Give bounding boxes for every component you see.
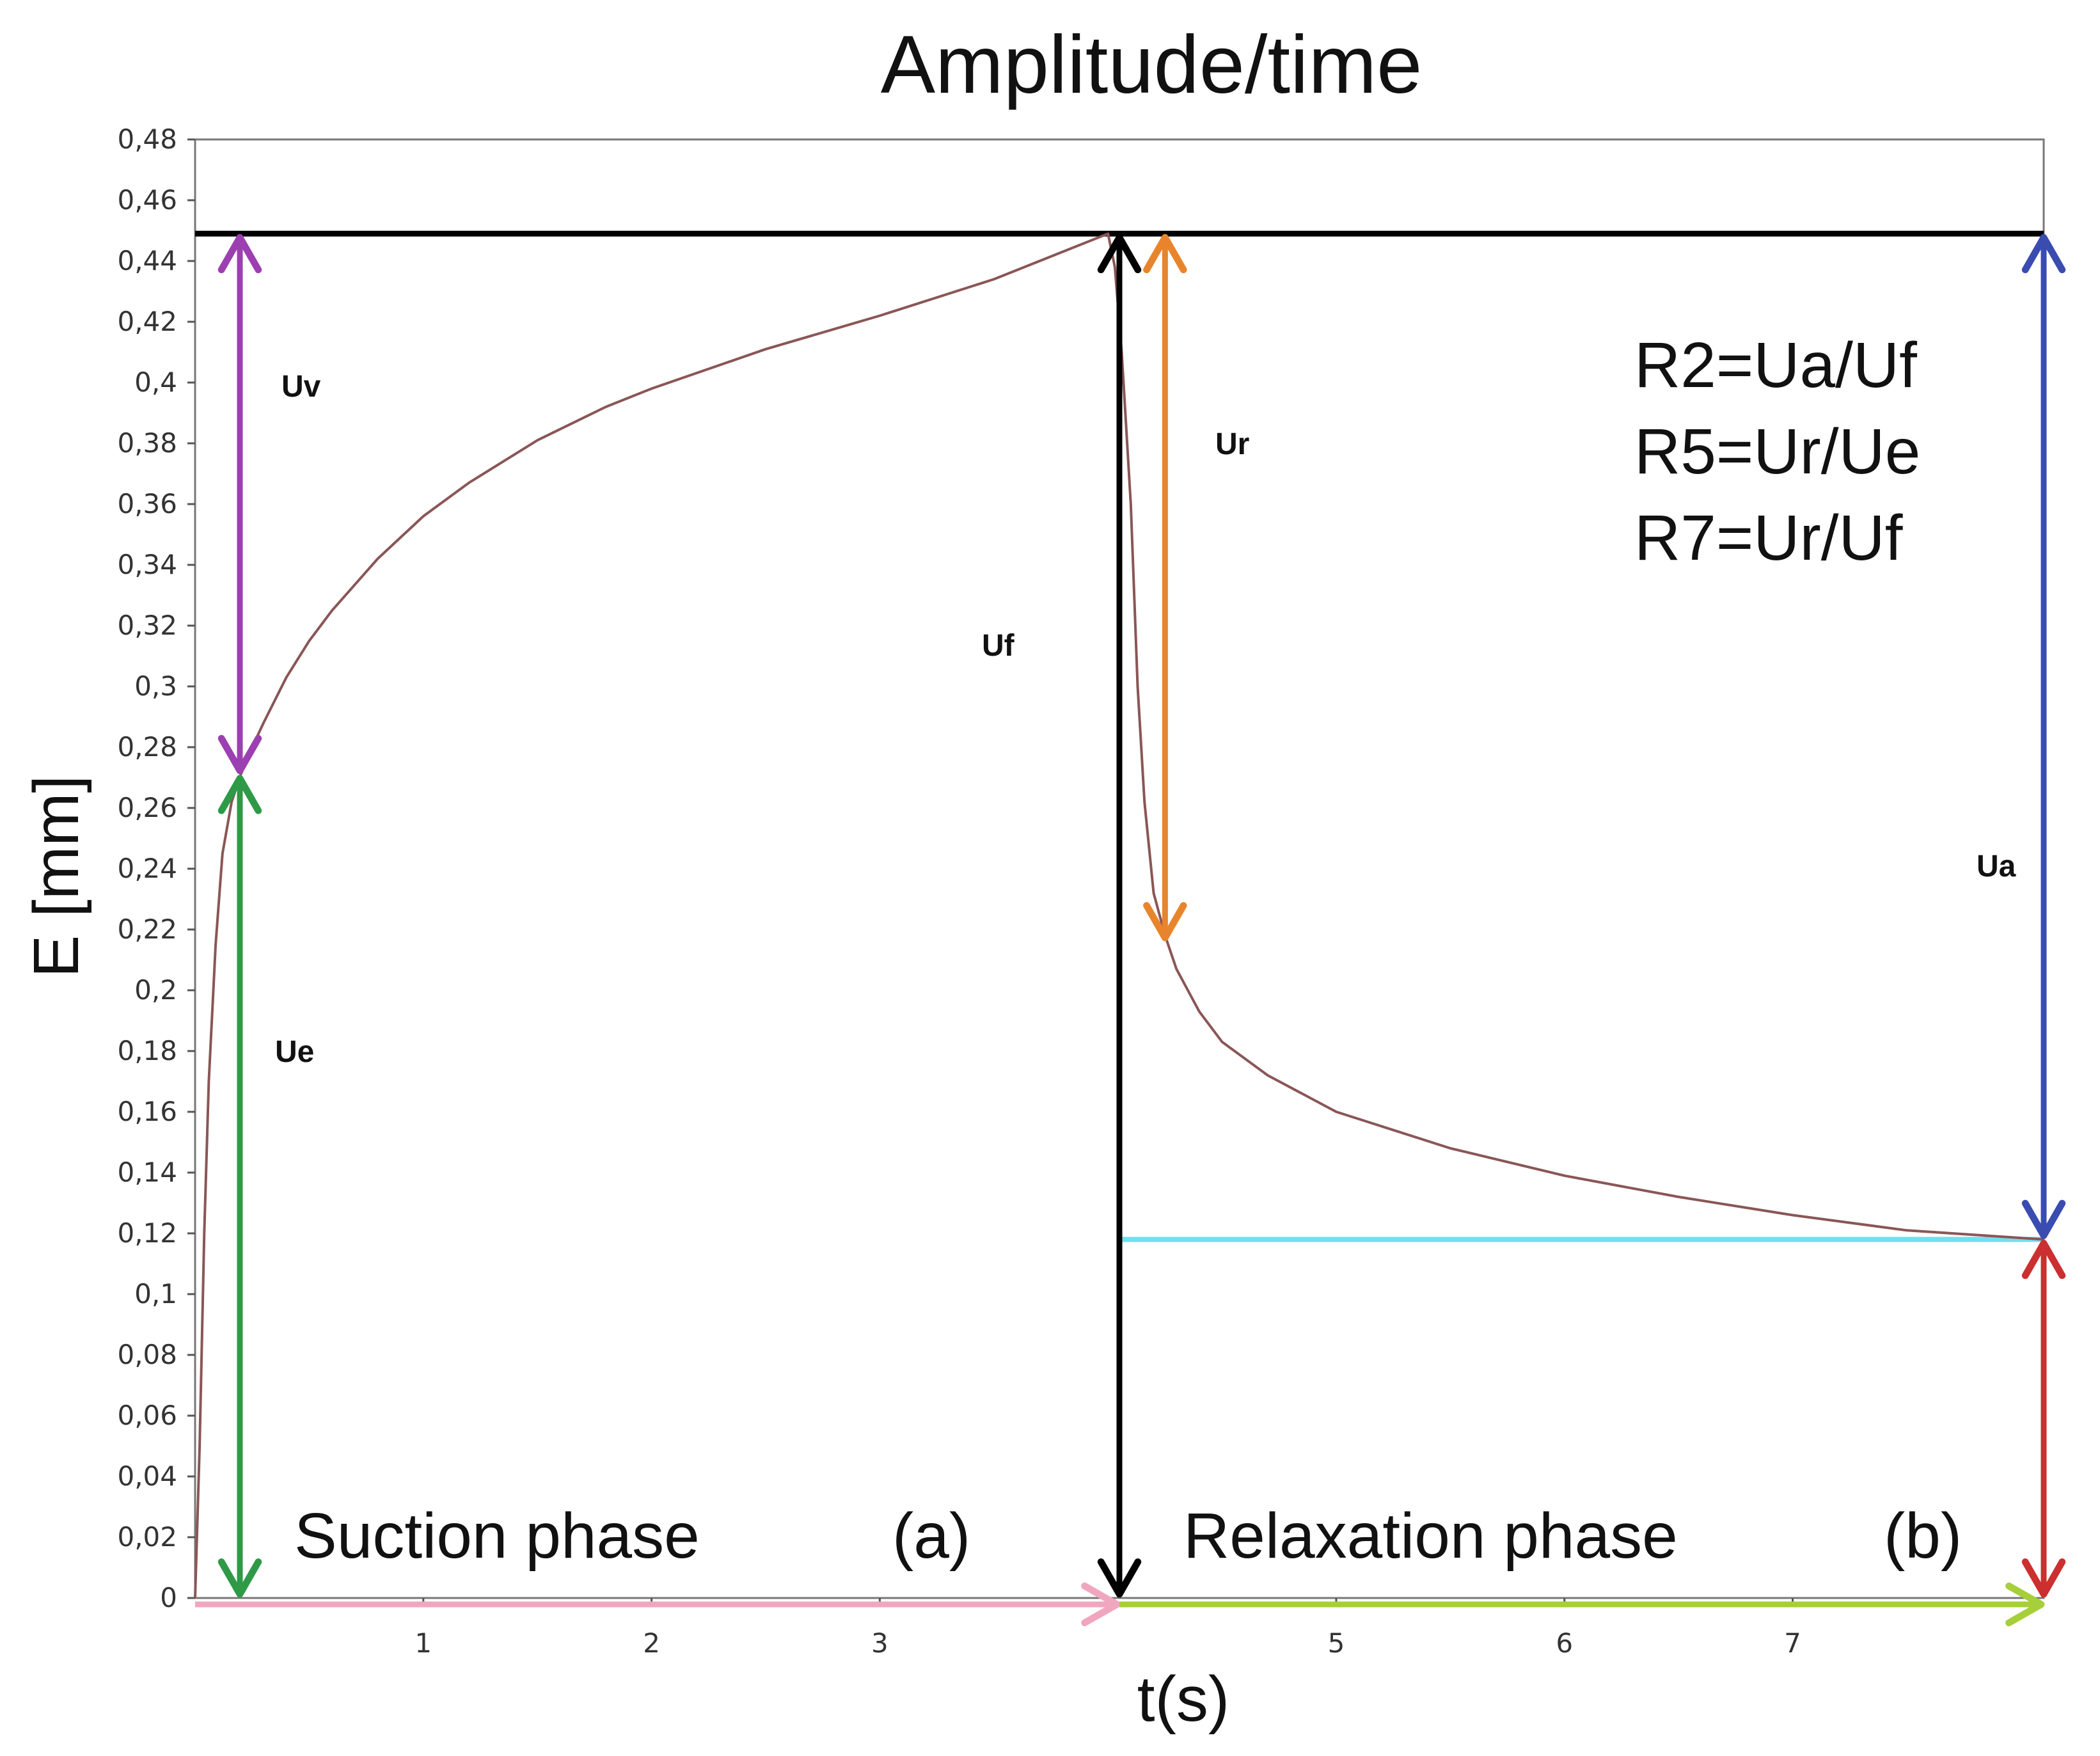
y-axis-title: E [mm]	[20, 775, 92, 978]
y-tick-label: 0,36	[117, 488, 177, 519]
y-tick-label: 0,24	[117, 853, 177, 884]
y-tick-label: 0,46	[117, 184, 177, 216]
y-tick-label: 0,28	[117, 731, 177, 763]
y-tick-label: 0,4	[134, 367, 177, 398]
y-tick-label: 0,04	[117, 1460, 177, 1492]
y-tick-label: 0,44	[117, 245, 177, 276]
x-tick-label: 7	[1784, 1627, 1801, 1659]
y-tick-label: 0,2	[134, 974, 177, 1006]
annotation-ur: Ur	[1215, 427, 1249, 461]
y-tick-label: 0,08	[117, 1339, 177, 1370]
y-tick-label: 0,12	[117, 1217, 177, 1249]
annotation-uf: Uf	[982, 629, 1015, 663]
y-tick-label: 0,38	[117, 427, 177, 459]
y-tick-label: 0,02	[117, 1521, 177, 1553]
y-tick-label: 0,18	[117, 1035, 177, 1066]
phase-relaxation-label: Relaxation phase	[1183, 1500, 1678, 1572]
phase-suction-label: Suction phase	[294, 1500, 700, 1572]
y-tick-label: 0	[160, 1582, 177, 1613]
y-tick-label: 0,26	[117, 792, 177, 823]
y-tick-label: 0,14	[117, 1157, 177, 1188]
reference-lines	[195, 230, 2044, 1242]
x-tick-label: 5	[1328, 1627, 1345, 1659]
y-tick-label: 0,34	[117, 549, 177, 580]
y-tick-label: 0,48	[117, 123, 177, 155]
x-tick-label: 6	[1556, 1627, 1573, 1659]
phase-labels: Suction phase (a) Relaxation phase (b)	[294, 1500, 1962, 1572]
y-axis-ticks: 0 0,02 0,04 0,06 0,08 0,1 0,12 0,14 0,16 0,18 0,2 0…	[117, 123, 195, 1613]
x-tick-label: 1	[414, 1627, 432, 1659]
phase-suction-tag: (a)	[892, 1500, 970, 1572]
phase-relaxation-tag: (b)	[1884, 1500, 1962, 1572]
x-tick-label: 3	[871, 1627, 888, 1659]
y-tick-label: 0,42	[117, 306, 177, 337]
x-axis-title: t(s)	[1137, 1663, 1229, 1735]
ratio-formulas: R2=Ua/Uf R5=Ur/Ue R7=Ur/Uf	[1634, 329, 1920, 574]
y-tick-label: 0,1	[134, 1278, 177, 1309]
ratio-r5: R5=Ur/Ue	[1634, 416, 1920, 487]
y-tick-label: 0,22	[117, 914, 177, 945]
y-tick-label: 0,16	[117, 1096, 177, 1127]
ratio-r2: R2=Ua/Uf	[1634, 329, 1917, 401]
y-tick-label: 0,06	[117, 1400, 177, 1431]
annotation-ua: Ua	[1977, 850, 2016, 883]
annotation-uv: Uv	[281, 370, 321, 404]
y-tick-label: 0,3	[134, 670, 177, 702]
chart-title: Amplitude/time	[881, 19, 1423, 111]
dimension-arrows: Uv Ue Uf Ur Ua	[217, 233, 2066, 1598]
ratio-r7: R7=Ur/Uf	[1634, 502, 1903, 574]
x-tick-label: 2	[643, 1627, 660, 1659]
y-tick-label: 0,32	[117, 610, 177, 641]
annotation-ue: Ue	[275, 1035, 314, 1069]
